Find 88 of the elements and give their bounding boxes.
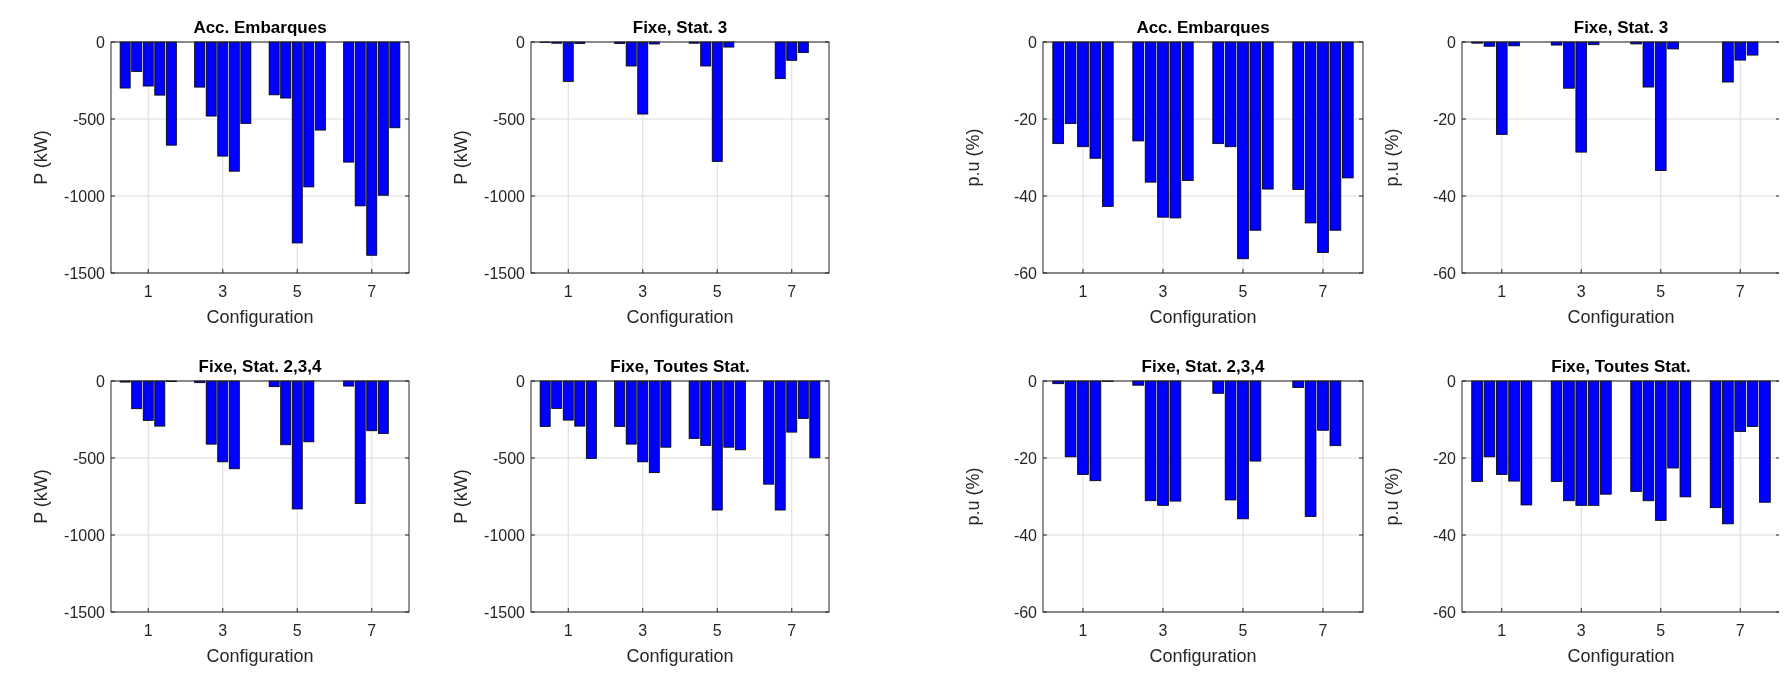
x-axis-title: Configuration bbox=[1149, 307, 1257, 327]
x-tick-label: 3 bbox=[218, 622, 228, 639]
x-axis-title: Configuration bbox=[626, 307, 734, 327]
x-tick-label: 3 bbox=[1158, 283, 1168, 300]
chart-title: Fixe, Stat. 3 bbox=[632, 18, 728, 37]
y-tick-label: -1500 bbox=[64, 264, 106, 282]
chart-title: Acc. Embarques bbox=[193, 18, 327, 37]
y-axis-title: p.u (%) bbox=[1382, 467, 1402, 526]
chart-title: Fixe, Stat. 3 bbox=[1573, 18, 1669, 37]
y-tick-label: 0 bbox=[96, 33, 106, 51]
x-tick-label: 1 bbox=[1078, 622, 1088, 639]
x-tick-label: 1 bbox=[1078, 283, 1088, 300]
y-tick-label: 0 bbox=[1447, 33, 1457, 51]
x-tick-label: 5 bbox=[712, 283, 722, 300]
chart-title: Acc. Embarques bbox=[1136, 18, 1270, 37]
x-tick-label: 7 bbox=[367, 622, 377, 639]
y-axis-title: P (kW) bbox=[31, 130, 51, 185]
x-tick-label: 7 bbox=[367, 283, 377, 300]
chart-title: Fixe, Stat. 2,3,4 bbox=[1141, 357, 1265, 376]
chart-title: Fixe, Toutes Stat. bbox=[610, 357, 750, 376]
x-tick-label: 1 bbox=[1497, 622, 1507, 639]
y-tick-label: -500 bbox=[492, 449, 526, 467]
x-tick-label: 1 bbox=[143, 622, 153, 639]
x-tick-label: 3 bbox=[218, 283, 228, 300]
y-tick-label: 0 bbox=[1028, 372, 1038, 390]
y-tick-label: -1000 bbox=[484, 187, 526, 205]
y-tick-label: -40 bbox=[1432, 526, 1457, 544]
x-tick-label: 5 bbox=[1238, 283, 1248, 300]
x-tick-label: 7 bbox=[1318, 622, 1328, 639]
y-axis-title: P (kW) bbox=[451, 469, 471, 524]
x-tick-label: 5 bbox=[1656, 622, 1666, 639]
chart-title: Fixe, Stat. 2,3,4 bbox=[198, 357, 322, 376]
y-tick-label: -40 bbox=[1432, 187, 1457, 205]
x-tick-label: 1 bbox=[143, 283, 153, 300]
x-tick-label: 1 bbox=[1497, 283, 1507, 300]
y-tick-label: -1000 bbox=[484, 526, 526, 544]
y-axis-title: P (kW) bbox=[31, 469, 51, 524]
y-tick-label: -60 bbox=[1432, 603, 1457, 621]
y-tick-label: -20 bbox=[1432, 110, 1457, 128]
y-tick-label: 0 bbox=[1028, 33, 1038, 51]
x-axis-title: Configuration bbox=[1149, 646, 1257, 666]
y-axis-title: p.u (%) bbox=[1382, 128, 1402, 187]
y-tick-label: -20 bbox=[1013, 449, 1038, 467]
y-tick-label: -1500 bbox=[64, 603, 106, 621]
y-tick-label: -1500 bbox=[484, 264, 526, 282]
x-axis-title: Configuration bbox=[626, 646, 734, 666]
x-axis-title: Configuration bbox=[206, 307, 314, 327]
y-tick-label: -1000 bbox=[64, 187, 106, 205]
x-tick-label: 3 bbox=[638, 622, 648, 639]
x-tick-label: 3 bbox=[638, 283, 648, 300]
x-tick-label: 1 bbox=[563, 283, 573, 300]
y-tick-label: -1500 bbox=[484, 603, 526, 621]
x-tick-label: 5 bbox=[292, 283, 302, 300]
y-axis-title: p.u (%) bbox=[963, 467, 983, 526]
y-tick-label: -500 bbox=[72, 110, 106, 128]
x-tick-label: 7 bbox=[787, 283, 797, 300]
y-axis-title: p.u (%) bbox=[963, 128, 983, 187]
x-axis-title: Configuration bbox=[206, 646, 314, 666]
x-tick-label: 3 bbox=[1576, 622, 1586, 639]
x-tick-label: 7 bbox=[787, 622, 797, 639]
y-tick-label: -40 bbox=[1013, 526, 1038, 544]
chart-title: Fixe, Toutes Stat. bbox=[1551, 357, 1691, 376]
y-tick-label: 0 bbox=[516, 372, 526, 390]
y-tick-label: -40 bbox=[1013, 187, 1038, 205]
x-tick-label: 3 bbox=[1576, 283, 1586, 300]
x-tick-label: 1 bbox=[563, 622, 573, 639]
y-tick-label: -500 bbox=[492, 110, 526, 128]
y-tick-label: -500 bbox=[72, 449, 106, 467]
x-tick-label: 5 bbox=[1656, 283, 1666, 300]
x-tick-label: 7 bbox=[1735, 622, 1745, 639]
x-tick-label: 5 bbox=[712, 622, 722, 639]
x-tick-label: 7 bbox=[1735, 283, 1745, 300]
y-tick-label: -20 bbox=[1013, 110, 1038, 128]
x-tick-label: 7 bbox=[1318, 283, 1328, 300]
y-tick-label: -60 bbox=[1013, 603, 1038, 621]
y-tick-label: -60 bbox=[1432, 264, 1457, 282]
y-tick-label: 0 bbox=[1447, 372, 1457, 390]
x-tick-label: 5 bbox=[292, 622, 302, 639]
x-axis-title: Configuration bbox=[1567, 307, 1675, 327]
y-tick-label: -1000 bbox=[64, 526, 106, 544]
y-axis-title: P (kW) bbox=[451, 130, 471, 185]
x-axis-title: Configuration bbox=[1567, 646, 1675, 666]
y-tick-label: -60 bbox=[1013, 264, 1038, 282]
x-tick-label: 5 bbox=[1238, 622, 1248, 639]
y-tick-label: -20 bbox=[1432, 449, 1457, 467]
x-tick-label: 3 bbox=[1158, 622, 1168, 639]
y-tick-label: 0 bbox=[516, 33, 526, 51]
y-tick-label: 0 bbox=[96, 372, 106, 390]
